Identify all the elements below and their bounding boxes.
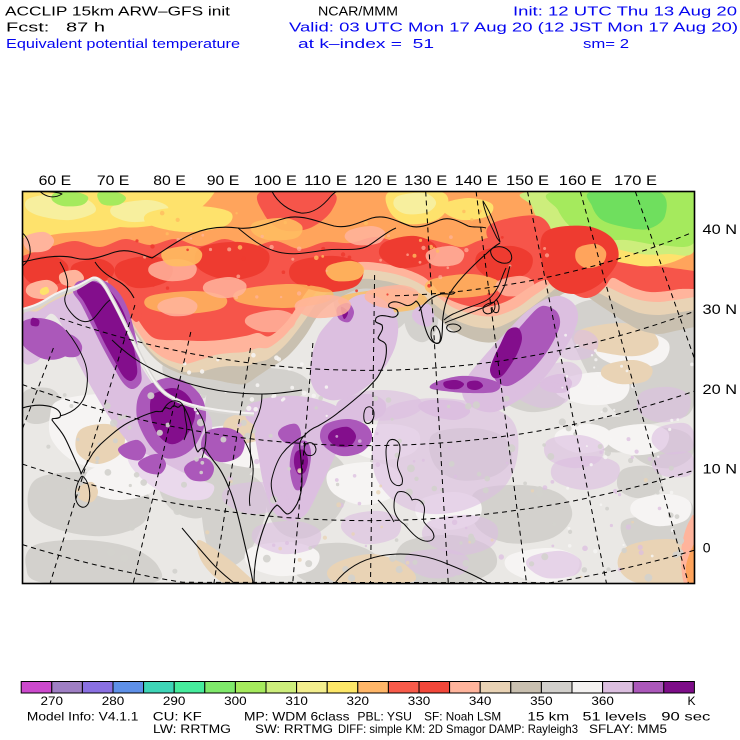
svg-text:sm= 2: sm= 2 bbox=[583, 36, 629, 51]
svg-text:310: 310 bbox=[285, 694, 308, 708]
svg-text:330: 330 bbox=[408, 694, 431, 708]
svg-text:DIFF: simple KM: 2D Smagor DAM: DIFF: simple KM: 2D Smagor DAMP: Rayleig… bbox=[338, 723, 578, 736]
svg-text:100 E: 100 E bbox=[254, 172, 297, 188]
svg-text:350: 350 bbox=[530, 694, 553, 708]
svg-text:90 E: 90 E bbox=[207, 172, 240, 188]
svg-text:360: 360 bbox=[591, 694, 614, 708]
svg-text:40 N: 40 N bbox=[703, 221, 738, 237]
svg-text:140 E: 140 E bbox=[455, 172, 498, 188]
svg-text:SFLAY: MM5: SFLAY: MM5 bbox=[589, 723, 668, 736]
svg-text:80 E: 80 E bbox=[153, 172, 186, 188]
svg-text:150 E: 150 E bbox=[506, 172, 549, 188]
svg-text:90 sec: 90 sec bbox=[661, 710, 710, 723]
svg-text:0: 0 bbox=[703, 540, 711, 556]
svg-text:ACCLIP 15km ARW–GFS init: ACCLIP 15km ARW–GFS init bbox=[5, 4, 230, 19]
svg-text:10 N: 10 N bbox=[703, 460, 738, 476]
svg-text:51 levels: 51 levels bbox=[583, 710, 647, 723]
svg-text:270: 270 bbox=[41, 694, 64, 708]
svg-text:15 km: 15 km bbox=[527, 710, 569, 723]
svg-text:280: 280 bbox=[102, 694, 125, 708]
svg-text:340: 340 bbox=[469, 694, 492, 708]
svg-text:SW: RRTMG: SW: RRTMG bbox=[255, 723, 333, 736]
svg-text:at k–index = 51: at k–index = 51 bbox=[298, 36, 434, 51]
svg-text:MP: WDM 6class: MP: WDM 6class bbox=[244, 710, 350, 723]
svg-text:K: K bbox=[687, 694, 695, 708]
svg-text:NCAR/MMM: NCAR/MMM bbox=[318, 4, 398, 19]
svg-text:20 N: 20 N bbox=[703, 381, 738, 397]
svg-text:300: 300 bbox=[224, 694, 247, 708]
svg-text:130 E: 130 E bbox=[404, 172, 447, 188]
svg-text:160 E: 160 E bbox=[559, 172, 602, 188]
svg-text:Init: 12 UTC Thu 13 Aug 20: Init: 12 UTC Thu 13 Aug 20 bbox=[513, 4, 737, 19]
svg-text:Fcst: 87 h: Fcst: 87 h bbox=[6, 20, 105, 35]
svg-text:170 E: 170 E bbox=[614, 172, 657, 188]
svg-text:PBL: YSU: PBL: YSU bbox=[357, 710, 412, 723]
svg-text:CU: KF: CU: KF bbox=[153, 710, 202, 723]
svg-text:LW: RRTMG: LW: RRTMG bbox=[153, 723, 231, 736]
svg-text:30 N: 30 N bbox=[703, 301, 738, 317]
svg-text:110 E: 110 E bbox=[304, 172, 347, 188]
svg-text:Equivalent potential temperatu: Equivalent potential temperature bbox=[6, 36, 240, 51]
svg-text:70 E: 70 E bbox=[97, 172, 130, 188]
svg-text:320: 320 bbox=[347, 694, 370, 708]
svg-text:Valid: 03 UTC Mon 17 Aug 20 (1: Valid: 03 UTC Mon 17 Aug 20 (12 JST Mon … bbox=[289, 20, 738, 35]
svg-text:290: 290 bbox=[163, 694, 186, 708]
svg-text:SF: Noah LSM: SF: Noah LSM bbox=[424, 710, 501, 723]
svg-text:60 E: 60 E bbox=[39, 172, 72, 188]
svg-text:Model Info: V4.1.1: Model Info: V4.1.1 bbox=[27, 710, 138, 723]
svg-text:120 E: 120 E bbox=[354, 172, 397, 188]
